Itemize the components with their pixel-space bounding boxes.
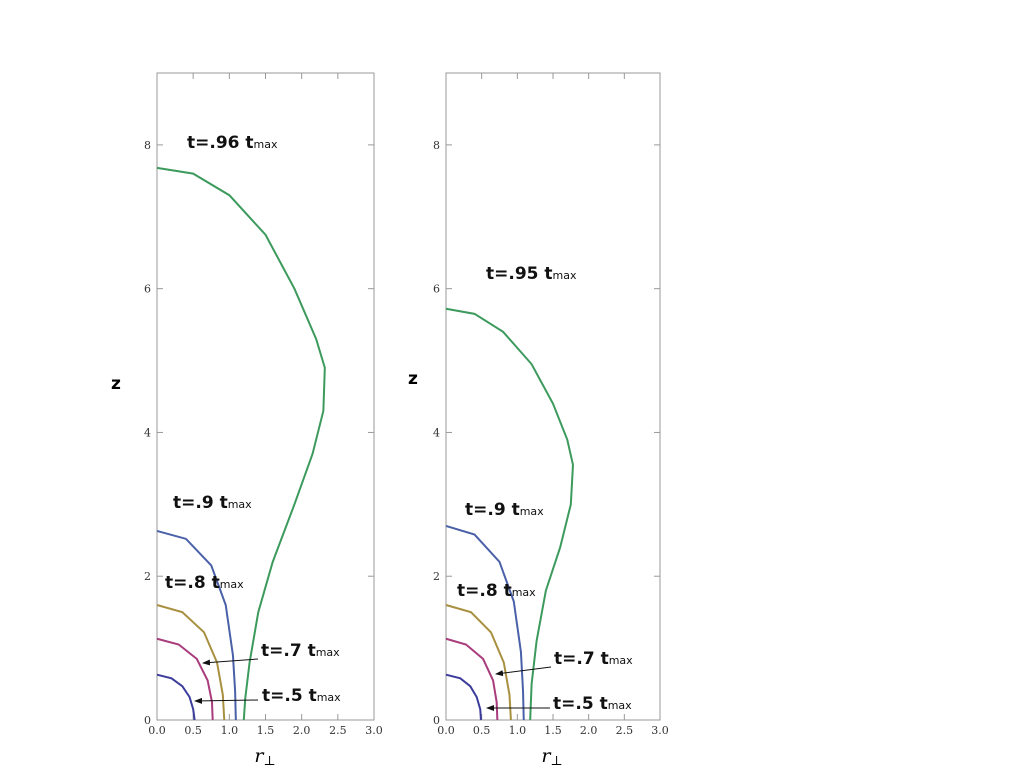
curve — [445, 307, 574, 721]
y-tick-label: 0 — [433, 714, 440, 727]
y-tick-label: 8 — [433, 139, 440, 152]
curve — [156, 166, 326, 721]
annotation: t=.7 tmax — [261, 641, 340, 661]
curve — [156, 604, 226, 721]
annotation-sub: max — [317, 691, 341, 704]
x-tick-label: 0.0 — [437, 724, 455, 737]
annotation: t=.8 tmax — [165, 573, 244, 593]
x-axis-label-sub: ⊥ — [550, 754, 562, 768]
annotation-sub: max — [512, 586, 536, 599]
x-tick-label: 3.0 — [365, 724, 383, 737]
x-tick-label: 2.5 — [329, 724, 347, 737]
annotation-text: t=.7 t — [261, 641, 316, 661]
arrow — [495, 666, 552, 677]
annotation-sub: max — [553, 269, 577, 282]
y-axis-label: z — [408, 369, 418, 389]
curve — [156, 637, 214, 721]
x-axis-label: r⊥ — [541, 745, 562, 768]
y-tick-label: 8 — [144, 139, 151, 152]
x-tick-label: 2.0 — [293, 724, 311, 737]
annotation-text: t=.9 t — [173, 493, 228, 513]
annotation: t=.9 tmax — [173, 493, 252, 513]
curve — [156, 673, 196, 721]
y-tick-label: 2 — [433, 570, 440, 583]
annotation-text: t=.9 t — [465, 500, 520, 520]
x-tick-label: 1.0 — [509, 724, 527, 737]
y-tick-label: 4 — [433, 426, 440, 439]
curve — [445, 637, 499, 721]
x-tick-label: 0.5 — [184, 724, 202, 737]
x-axis-label-sub: ⊥ — [263, 754, 275, 768]
y-tick-label: 0 — [144, 714, 151, 727]
annotation: t=.9 tmax — [465, 500, 544, 520]
arrow — [202, 658, 259, 666]
annotation-text: t=.5 t — [553, 694, 608, 714]
annotation-text: t=.7 t — [554, 649, 609, 669]
curve — [445, 604, 512, 721]
x-axis-label-text: r — [254, 745, 265, 767]
annotation: t=.5 tmax — [262, 686, 341, 706]
x-tick-label: 1.5 — [544, 724, 562, 737]
annotation-sub: max — [609, 654, 633, 667]
x-tick-label: 3.0 — [651, 724, 669, 737]
annotation-text: t=.8 t — [165, 573, 220, 593]
plot-frame — [445, 72, 661, 721]
annotation-sub: max — [228, 498, 252, 511]
annotation: t=.96 tmax — [187, 133, 278, 153]
annotation-text: t=.8 t — [457, 581, 512, 601]
x-tick-label: 0.5 — [473, 724, 491, 737]
annotation-text: t=.95 t — [486, 264, 553, 284]
arrow — [194, 697, 259, 704]
curve — [445, 673, 482, 721]
annotation-text: t=.96 t — [187, 133, 254, 153]
x-tick-label: 2.5 — [616, 724, 634, 737]
y-tick-label: 6 — [433, 283, 440, 296]
annotation: t=.95 tmax — [486, 264, 577, 284]
x-tick-label: 1.5 — [257, 724, 275, 737]
x-tick-label: 2.0 — [580, 724, 598, 737]
x-tick-label: 0.0 — [148, 724, 166, 737]
curve — [156, 529, 237, 721]
plot-frame — [156, 72, 375, 721]
annotation: t=.7 tmax — [554, 649, 633, 669]
annotation-sub: max — [520, 505, 544, 518]
y-tick-label: 4 — [144, 426, 151, 439]
annotation-sub: max — [254, 138, 278, 151]
annotation: t=.5 tmax — [553, 694, 632, 714]
x-axis-label-text: r — [541, 745, 552, 767]
x-axis-label: r⊥ — [254, 745, 275, 768]
annotation: t=.8 tmax — [457, 581, 536, 601]
y-axis-label: z — [111, 374, 121, 394]
curve — [445, 524, 525, 721]
annotation-sub: max — [608, 699, 632, 712]
y-tick-label: 2 — [144, 570, 151, 583]
annotation-sub: max — [316, 646, 340, 659]
annotation-sub: max — [220, 578, 244, 591]
x-tick-label: 1.0 — [221, 724, 239, 737]
annotation-text: t=.5 t — [262, 686, 317, 706]
y-tick-label: 6 — [144, 283, 151, 296]
